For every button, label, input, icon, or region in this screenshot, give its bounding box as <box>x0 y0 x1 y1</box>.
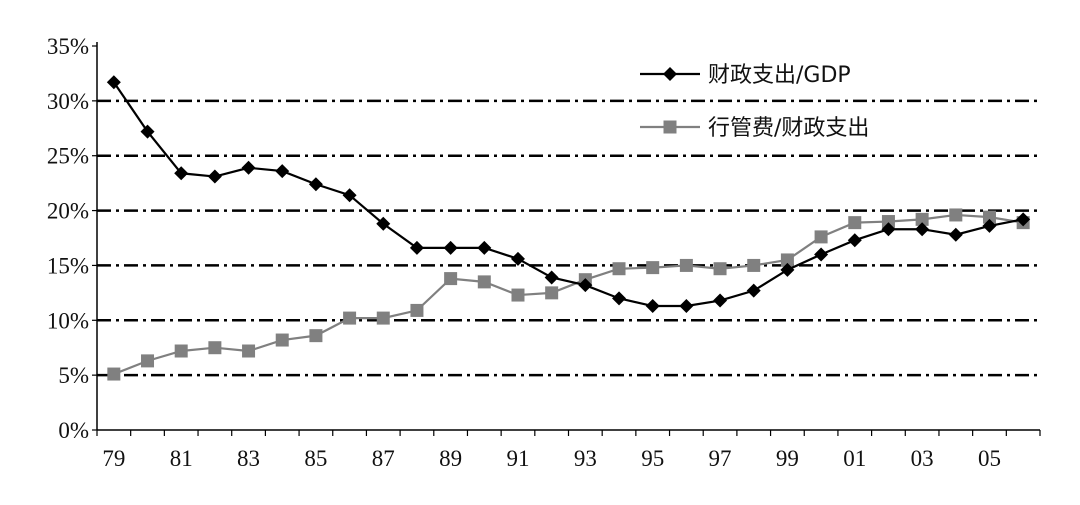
x-tick-label: 83 <box>237 446 260 471</box>
x-tick-label: 03 <box>911 446 934 471</box>
data-point <box>510 251 525 266</box>
legend-marker <box>663 120 677 134</box>
legend-label: 行管费/财政支出 <box>708 116 869 141</box>
data-point <box>814 247 829 262</box>
x-tick-label: 95 <box>641 446 664 471</box>
data-point <box>545 286 559 300</box>
data-point <box>578 278 593 293</box>
data-point <box>612 262 626 276</box>
x-tick-label: 05 <box>978 446 1001 471</box>
data-point <box>747 258 761 272</box>
x-tick-label: 99 <box>776 446 799 471</box>
data-point <box>208 341 222 355</box>
data-point <box>646 261 660 275</box>
y-tick-label: 25% <box>47 144 89 169</box>
x-tick-label: 81 <box>170 446 193 471</box>
data-point <box>241 160 256 175</box>
x-tick-label: 01 <box>843 446 866 471</box>
y-tick-label: 20% <box>47 199 89 224</box>
data-point <box>713 293 728 308</box>
x-tick-label: 79 <box>102 446 125 471</box>
legend-item: 财政支出/GDP <box>640 63 851 88</box>
data-point <box>107 367 121 381</box>
data-point <box>679 258 693 272</box>
data-point <box>848 216 862 230</box>
data-point <box>982 210 996 224</box>
legend-item: 行管费/财政支出 <box>640 116 869 141</box>
x-tick-label: 87 <box>372 446 395 471</box>
data-point <box>746 283 761 298</box>
data-point <box>780 262 795 277</box>
data-point <box>275 333 289 347</box>
data-point <box>544 270 559 285</box>
y-tick-label: 5% <box>58 363 89 388</box>
x-tick-label: 85 <box>304 446 327 471</box>
data-point <box>645 299 660 314</box>
data-point <box>881 222 896 237</box>
data-point <box>679 299 694 314</box>
data-point <box>443 240 458 255</box>
series-line <box>112 81 1024 308</box>
data-point <box>140 124 155 139</box>
y-tick-label: 15% <box>47 253 89 278</box>
data-point <box>410 303 424 317</box>
data-point <box>308 177 323 192</box>
data-point <box>207 169 222 184</box>
data-point <box>409 240 424 255</box>
legend-label: 财政支出/GDP <box>708 63 851 88</box>
legend: 财政支出/GDP 行管费/财政支出 <box>640 63 869 141</box>
series-admin-cost-share <box>107 208 1030 381</box>
x-tick-label: 89 <box>439 446 462 471</box>
grid-layer <box>97 99 1040 377</box>
data-point <box>948 227 963 242</box>
data-point <box>342 188 357 203</box>
legend-marker <box>663 67 677 81</box>
data-point <box>477 275 491 289</box>
data-point <box>141 354 155 368</box>
y-tick-label: 35% <box>47 34 89 59</box>
data-point <box>915 212 929 226</box>
data-point <box>477 240 492 255</box>
x-tick-label: 91 <box>506 446 529 471</box>
data-point <box>309 329 323 343</box>
data-point <box>881 215 895 229</box>
data-point <box>174 166 189 181</box>
data-point <box>376 311 390 325</box>
data-point <box>814 230 828 244</box>
x-tick-label: 97 <box>709 446 732 471</box>
data-point <box>376 216 391 231</box>
data-point <box>915 222 930 237</box>
data-point <box>242 344 256 358</box>
data-point <box>982 218 997 233</box>
data-point <box>949 208 963 222</box>
data-point <box>780 253 794 267</box>
data-point <box>511 288 525 302</box>
x-tick-label: 93 <box>574 446 597 471</box>
y-tick-label: 30% <box>47 89 89 114</box>
data-point <box>847 233 862 248</box>
data-point <box>713 262 727 276</box>
data-point <box>343 311 357 325</box>
series-layer <box>106 75 1031 381</box>
data-point <box>444 272 458 286</box>
axis-layer: 0% 5% 10% 15% 20% 25% 30% 35% 79 81 83 85 87 89 91 93 95… <box>47 34 1041 471</box>
data-point <box>612 291 627 306</box>
data-point <box>174 344 188 358</box>
y-tick-label: 10% <box>47 308 89 333</box>
series-fiscal-spending-gdp <box>106 75 1031 314</box>
data-point <box>275 164 290 179</box>
data-point <box>1016 212 1031 227</box>
series-line <box>113 213 1024 376</box>
data-point <box>106 75 121 90</box>
y-tick-label: 0% <box>58 418 89 443</box>
